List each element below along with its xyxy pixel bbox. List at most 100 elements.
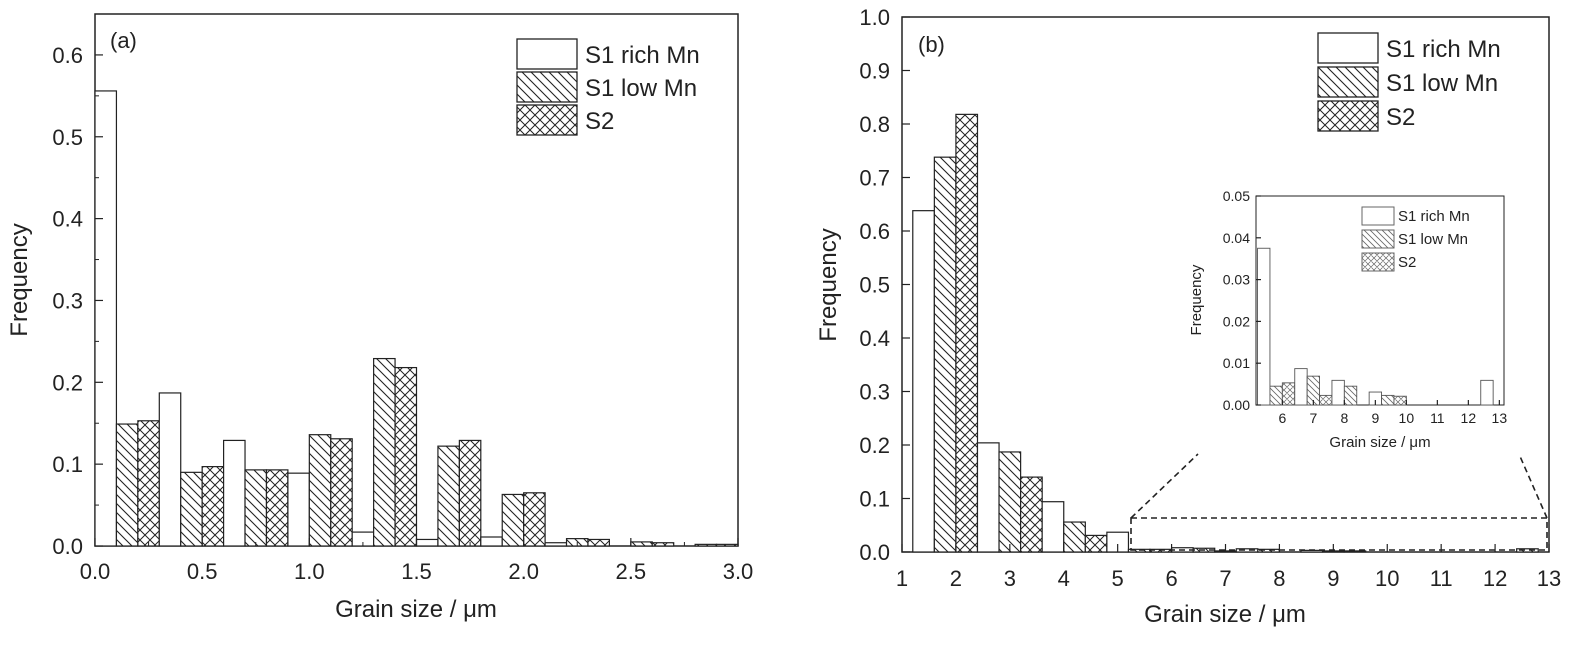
y-tick-label: 0.5 — [859, 273, 890, 298]
y-tick-label: 0.7 — [859, 166, 890, 191]
y-tick-label: 0.8 — [859, 112, 890, 137]
bar-open-0 — [912, 210, 935, 553]
x-axis-label-b: Grain size / μm — [1144, 601, 1306, 628]
x-tick-label: 8 — [1273, 566, 1285, 591]
bar-crosshatch-6 — [1343, 550, 1367, 553]
bar-crosshatch-5 — [458, 439, 482, 547]
x-axis-label-a: Grain size / μm — [335, 596, 497, 623]
y-tick-label: 0.03 — [1223, 272, 1250, 288]
y-tick-label: 0.9 — [859, 59, 890, 84]
bar-open-5 — [415, 538, 439, 547]
bar-diagonal-0 — [1269, 385, 1283, 406]
bar-diagonal-2 — [1063, 521, 1086, 553]
bar-diagonal-9 — [1516, 548, 1539, 553]
y-tick-label: 0.1 — [859, 487, 890, 512]
bar-diagonal-1 — [998, 451, 1022, 553]
bar-open-3 — [287, 472, 310, 547]
legend-swatch-a-0 — [516, 38, 578, 70]
bar-crosshatch-1 — [1319, 394, 1333, 406]
bar-crosshatch-4 — [394, 366, 418, 547]
bar-diagonal-8 — [630, 541, 653, 547]
x-tick-label: 6 — [1278, 410, 1286, 426]
bar-open-6 — [480, 536, 503, 547]
y-tick-label: 0.2 — [859, 433, 890, 458]
inset-legend: S1 rich Mn S1 low Mn S2 — [1361, 206, 1470, 272]
bar-diagonal-5 — [437, 445, 460, 547]
inset-x-axis-label: Grain size / μm — [1329, 434, 1430, 451]
inset-legend-label-2: S2 — [1398, 254, 1416, 271]
bar-crosshatch-0 — [1281, 382, 1296, 406]
y-tick-label: 1.0 — [859, 5, 890, 30]
y-axis-label-b: Frequency — [815, 228, 842, 341]
bars-inset — [1257, 247, 1494, 406]
x-tick-label: 7 — [1309, 410, 1317, 426]
x-tick-label: 10 — [1375, 566, 1399, 591]
bar-diagonal-3 — [308, 434, 332, 547]
bar-open-2 — [1331, 379, 1345, 406]
y-tick-label: 0.2 — [52, 370, 83, 395]
x-tick-label: 12 — [1461, 410, 1477, 426]
y-tick-label: 0.6 — [52, 43, 83, 68]
y-tick-label: 0.3 — [859, 380, 890, 405]
legend-label-a-0: S1 rich Mn — [585, 42, 700, 69]
y-tick-label: 0.0 — [859, 540, 890, 565]
bars-b — [912, 113, 1539, 553]
inset-chart: 6 7 8 9 10 11 12 13 0.00 0.01 0.02 0.03 0.04 0.05 Gra… — [1188, 188, 1519, 453]
panel-label-b: (b) — [918, 32, 945, 57]
bar-open-7 — [544, 542, 568, 547]
y-tick-label: 0.01 — [1223, 355, 1250, 371]
bar-crosshatch-3 — [330, 438, 353, 547]
bar-diagonal-6 — [501, 493, 525, 547]
bar-open-0 — [1257, 247, 1271, 406]
x-tick-label: 13 — [1537, 566, 1561, 591]
bar-crosshatch-7 — [587, 538, 610, 547]
bar-diagonal-9 — [694, 543, 718, 547]
y-tick-label: 0.0 — [52, 534, 83, 559]
x-tick-label: 7 — [1219, 566, 1231, 591]
bar-crosshatch-2 — [265, 469, 289, 547]
zoom-connector — [1130, 453, 1548, 551]
bar-crosshatch-8 — [651, 542, 675, 547]
bar-open-1 — [976, 442, 1000, 553]
bar-crosshatch-6 — [523, 492, 546, 547]
legend-swatch-a-2 — [516, 104, 578, 136]
bar-crosshatch-0 — [137, 420, 160, 547]
bar-diagonal-2 — [1343, 385, 1358, 406]
x-tick-label: 1.0 — [294, 559, 325, 584]
bar-open-2 — [223, 439, 246, 547]
bar-crosshatch-9 — [715, 543, 739, 547]
y-tick-label: 0.6 — [859, 219, 890, 244]
x-tick-label: 12 — [1483, 566, 1507, 591]
x-tick-label: 1.5 — [401, 559, 432, 584]
bars-a — [94, 90, 739, 547]
x-tick-label: 2 — [950, 566, 962, 591]
y-tick-label: 0.04 — [1223, 230, 1250, 246]
inset-legend-swatch-0 — [1361, 206, 1395, 226]
x-tick-label: 11 — [1430, 410, 1445, 426]
x-tick-label: 4 — [1058, 566, 1070, 591]
legend-label-b-0: S1 rich Mn — [1386, 36, 1501, 63]
inset-legend-swatch-2 — [1361, 252, 1395, 272]
x-tick-label: 10 — [1399, 410, 1415, 426]
legend-swatch-a-1 — [516, 71, 578, 103]
bar-crosshatch-0 — [955, 113, 979, 553]
inset-legend-swatch-1 — [1361, 229, 1395, 249]
y-tick-label: 0.4 — [859, 326, 890, 351]
bar-crosshatch-2 — [1084, 534, 1108, 553]
y-tick-label: 0.00 — [1223, 397, 1250, 413]
panel-a: 0.0 0.5 1.0 1.5 2.0 2.5 3.0 0.0 0.1 0.2 0.3 0.4 0.5 0… — [6, 13, 753, 623]
inset-y-axis-label: Frequency — [1188, 264, 1205, 335]
y-tick-label: 0.4 — [52, 207, 83, 232]
legend-a: S1 rich Mn S1 low Mn S2 — [516, 38, 700, 136]
x-tick-label: 9 — [1371, 410, 1379, 426]
ticks-inset: 6 7 8 9 10 11 12 13 0.00 0.01 0.02 0.03 0.04 0.05 — [1223, 188, 1508, 426]
legend-label-b-2: S2 — [1386, 104, 1415, 131]
bar-crosshatch-1 — [201, 466, 225, 547]
x-tick-label: 2.0 — [508, 559, 539, 584]
bar-open-0 — [94, 90, 118, 547]
y-axis-label-a: Frequency — [6, 223, 33, 336]
inset-legend-label-0: S1 rich Mn — [1398, 208, 1470, 225]
legend-swatch-b-0 — [1317, 32, 1379, 64]
